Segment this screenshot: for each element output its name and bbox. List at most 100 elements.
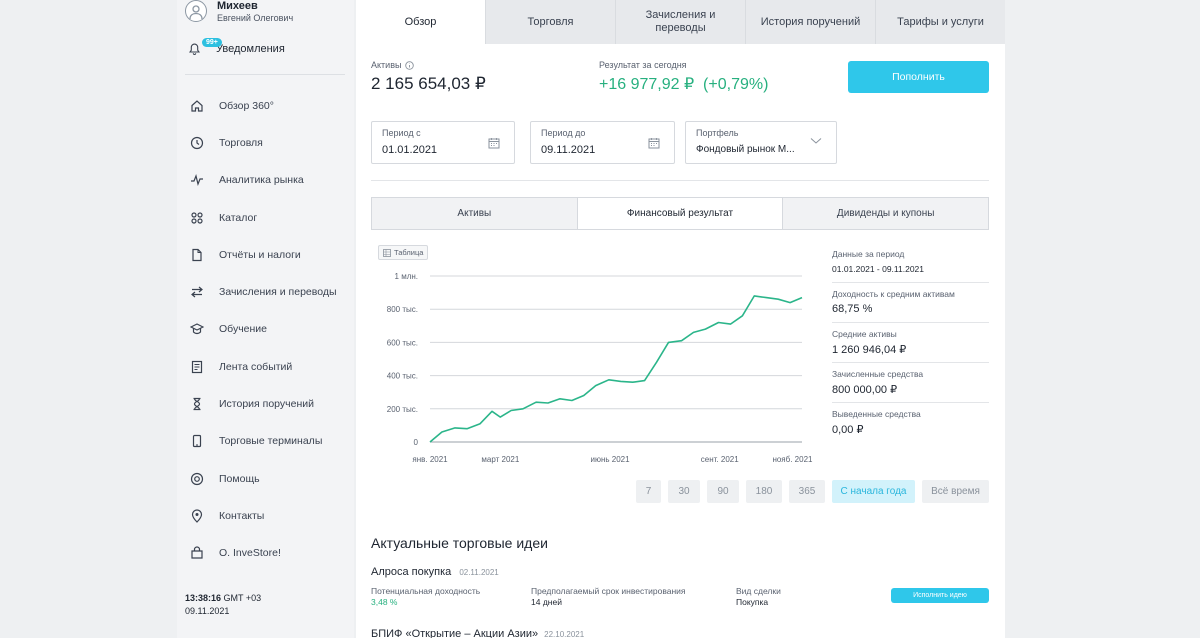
sidebar-item-learning[interactable]: Обучение — [185, 311, 350, 348]
clock-time: 13:38:16 — [185, 593, 222, 603]
tab-order-history[interactable]: История поручений — [745, 0, 875, 44]
tab-overview[interactable]: Обзор — [356, 0, 485, 44]
sidebar-item-label: Обзор 360° — [219, 99, 274, 112]
period-to-label: Период до — [541, 128, 586, 138]
stat-value: 1 260 946,04 ₽ — [832, 344, 907, 356]
sidebar-item-order-history[interactable]: История поручений — [185, 385, 350, 422]
sidebar-item-help[interactable]: Помощь — [185, 460, 350, 497]
today-result-value: +16 977,92 ₽ — [599, 76, 695, 93]
idea-title-second[interactable]: БПИФ «Открытие – Акции Азии» 22.10.2021 — [371, 628, 584, 638]
calendar-icon[interactable] — [648, 137, 660, 149]
stat-value: 800 000,00 ₽ — [832, 384, 898, 396]
range-ytd[interactable]: С начала года — [832, 480, 915, 503]
sidebar-item-analytics[interactable]: Аналитика рынка — [185, 162, 350, 199]
info-icon[interactable] — [405, 60, 415, 70]
sidebar-divider — [185, 74, 345, 75]
tab-tariffs[interactable]: Тарифы и услуги — [875, 0, 1005, 44]
top-tabs: Обзор Торговля Зачисления и переводы Ист… — [356, 0, 1005, 44]
home-icon — [185, 99, 209, 113]
phone-icon — [185, 434, 209, 448]
sidebar-item-overview[interactable]: Обзор 360° — [185, 87, 350, 124]
feed-icon — [185, 360, 209, 374]
idea-yield-value: 3,48 % — [371, 597, 398, 607]
y-tick-label: 200 тыс. — [387, 405, 418, 414]
idea-type-label: Вид сделки — [736, 586, 781, 596]
chevron-down-icon — [810, 138, 822, 144]
x-tick-label: март 2021 — [481, 455, 519, 464]
user-icon — [189, 5, 203, 19]
sidebar-item-reports[interactable]: Отчёты и налоги — [185, 236, 350, 273]
portfolio-value: Фондовый рынок М... — [696, 144, 795, 155]
result-subtabs: Активы Финансовый результат Дивиденды и … — [371, 197, 989, 230]
notifications-badge: 99+ — [202, 38, 222, 47]
stat-period: Данные за период 01.01.2021 - 09.11.2021 — [832, 249, 989, 283]
stat-label: Данные за период — [832, 249, 905, 259]
period-to-field[interactable]: Период до 09.11.2021 — [530, 121, 675, 164]
range-90[interactable]: 90 — [707, 480, 739, 503]
fund-button[interactable]: Пополнить — [848, 61, 989, 93]
idea-term-label: Предполагаемый срок инвестирования — [531, 586, 686, 596]
sidebar-item-label: О. InveStore! — [219, 547, 281, 560]
sidebar-item-transfers[interactable]: Зачисления и переводы — [185, 273, 350, 310]
idea-type-value: Покупка — [736, 597, 769, 607]
graduation-cap-icon — [185, 322, 209, 336]
idea-type: Вид сделки Покупка — [736, 586, 781, 608]
idea-yield: Потенциальная доходность 3,48 % — [371, 586, 480, 608]
assets-value: 2 165 654,03 ₽ — [371, 74, 486, 93]
pulse-icon — [185, 173, 209, 187]
document-icon — [185, 248, 209, 262]
range-365[interactable]: 365 — [789, 480, 825, 503]
subtab-financial-result[interactable]: Финансовый результат — [576, 198, 784, 229]
table-view-button[interactable]: Таблица — [378, 245, 429, 260]
idea-term: Предполагаемый срок инвестирования 14 дн… — [531, 586, 686, 608]
sidebar-item-catalog[interactable]: Каталог — [185, 199, 350, 236]
tab-trade[interactable]: Торговля — [485, 0, 615, 44]
table-view-label: Таблица — [394, 248, 424, 257]
portfolio-label: Портфель — [696, 128, 739, 138]
subtab-dividends[interactable]: Дивиденды и купоны — [783, 198, 989, 229]
trade-icon — [185, 136, 209, 150]
period-from-label: Период с — [382, 128, 421, 138]
idea-name: БПИФ «Открытие – Акции Азии» — [371, 628, 539, 638]
sidebar-item-label: Торговля — [219, 136, 263, 149]
lifebuoy-icon — [185, 472, 209, 486]
sidebar-item-feed[interactable]: Лента событий — [185, 348, 350, 385]
avatar[interactable] — [185, 0, 207, 22]
range-180[interactable]: 180 — [746, 480, 782, 503]
range-30[interactable]: 30 — [668, 480, 700, 503]
idea-term-value: 14 дней — [531, 597, 562, 607]
period-from-value: 01.01.2021 — [382, 144, 438, 156]
execute-idea-button[interactable]: Исполнить идею — [891, 588, 989, 603]
portfolio-select[interactable]: Портфель Фондовый рынок М... — [685, 121, 837, 164]
trade-ideas-title: Актуальные торговые идеи — [371, 535, 548, 551]
stat-value: 0,00 ₽ — [832, 424, 864, 436]
calendar-icon[interactable] — [488, 137, 500, 149]
range-all-time[interactable]: Всё время — [922, 480, 989, 503]
assets-summary: Активы 2 165 654,03 ₽ — [371, 60, 486, 94]
subtab-assets[interactable]: Активы — [372, 198, 577, 229]
sidebar-item-label: Аналитика рынка — [219, 174, 304, 187]
stat-average-assets: Средние активы 1 260 946,04 ₽ — [832, 329, 989, 363]
main-panel: Обзор Торговля Зачисления и переводы Ист… — [356, 0, 1005, 638]
range-7[interactable]: 7 — [636, 480, 661, 503]
sidebar-item-label: Зачисления и переводы — [219, 286, 337, 299]
section-divider — [371, 180, 989, 181]
x-tick-label: янв. 2021 — [412, 455, 448, 464]
period-from-field[interactable]: Период с 01.01.2021 — [371, 121, 515, 164]
today-result: Результат за сегодня +16 977,92 ₽ (+0,79… — [599, 60, 768, 94]
x-tick-label: июнь 2021 — [590, 455, 630, 464]
y-tick-label: 1 млн. — [395, 272, 418, 281]
tab-transfers[interactable]: Зачисления и переводы — [615, 0, 745, 44]
stat-label: Зачисленные средства — [832, 369, 924, 379]
location-pin-icon — [185, 509, 209, 523]
sidebar-item-investore[interactable]: О. InveStore! — [185, 535, 350, 572]
sidebar-item-trade[interactable]: Торговля — [185, 124, 350, 161]
sidebar-item-label: История поручений — [219, 398, 314, 411]
notifications-link[interactable]: 99+ Уведомления — [189, 38, 285, 55]
sidebar-item-contacts[interactable]: Контакты — [185, 497, 350, 534]
idea-title[interactable]: Алроса покупка 02.11.2021 — [371, 566, 499, 578]
series-line — [429, 295, 803, 443]
sidebar-item-terminals[interactable]: Торговые терминалы — [185, 423, 350, 460]
today-result-label: Результат за сегодня — [599, 60, 687, 70]
user-profile[interactable]: Михеев Евгений Олегович — [185, 0, 293, 24]
